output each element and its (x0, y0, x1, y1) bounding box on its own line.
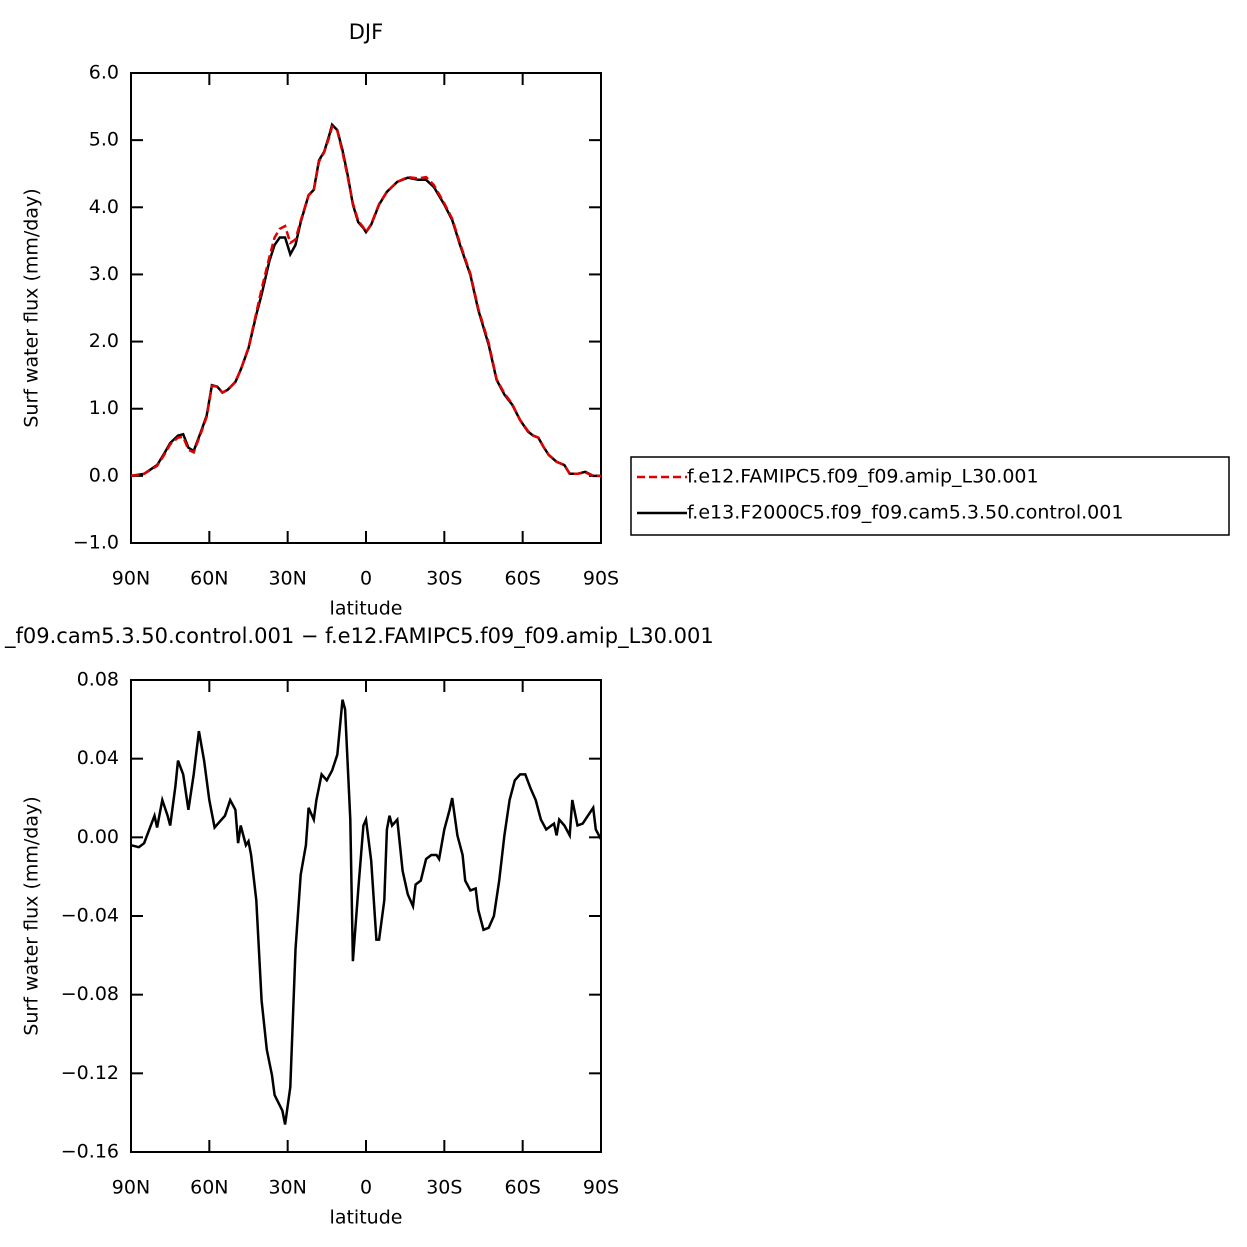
y-tick-label: 0.04 (77, 747, 119, 769)
y-tick-label: 2.0 (89, 330, 119, 352)
y-tick-label: −1.0 (73, 532, 119, 554)
x-tick-label: 30N (268, 1177, 306, 1199)
x-tick-label: 60S (505, 1177, 541, 1199)
x-tick-label: 90S (583, 568, 619, 590)
y-tick-label: 3.0 (89, 263, 119, 285)
y-tick-label: −0.16 (61, 1141, 119, 1163)
x-tick-label: 90S (583, 1177, 619, 1199)
x-tick-label: 60S (505, 568, 541, 590)
y-tick-label: 0.0 (89, 464, 119, 486)
chart-title: DJF (349, 20, 383, 44)
x-axis-label: latitude (330, 1207, 403, 1229)
chart-title: _f09.cam5.3.50.control.001 − f.e12.FAMIP… (4, 624, 714, 649)
x-tick-label: 0 (360, 568, 372, 590)
y-axis-label: Surf water flux (mm/day) (21, 796, 43, 1035)
x-tick-label: 30S (426, 568, 462, 590)
y-axis-label: Surf water flux (mm/day) (21, 188, 43, 427)
legend-label: f.e13.F2000C5.f09_f09.cam5.3.50.control.… (687, 502, 1123, 524)
series-line (130, 124, 601, 478)
x-tick-label: 0 (360, 1177, 372, 1199)
y-tick-label: −0.08 (61, 983, 119, 1005)
y-tick-label: 6.0 (89, 62, 119, 84)
legend-box (630, 456, 1230, 536)
x-tick-label: 90N (112, 568, 150, 590)
legend-label: f.e12.FAMIPC5.f09_f09.amip_L30.001 (687, 466, 1039, 488)
series-line (130, 122, 601, 478)
series-line (130, 699, 603, 1125)
y-tick-label: 0.00 (77, 826, 119, 848)
x-tick-label: 60N (190, 1177, 228, 1199)
y-tick-label: 1.0 (89, 397, 119, 419)
x-tick-label: 90N (112, 1177, 150, 1199)
x-tick-label: 30S (426, 1177, 462, 1199)
x-tick-label: 30N (268, 568, 306, 590)
y-tick-label: 5.0 (89, 129, 119, 151)
y-tick-label: 4.0 (89, 196, 119, 218)
y-tick-label: 0.08 (77, 669, 119, 691)
y-tick-label: −0.12 (61, 1062, 119, 1084)
plot-frame (130, 72, 602, 544)
x-axis-label: latitude (330, 598, 403, 620)
x-tick-label: 60N (190, 568, 228, 590)
y-tick-label: −0.04 (61, 905, 119, 927)
